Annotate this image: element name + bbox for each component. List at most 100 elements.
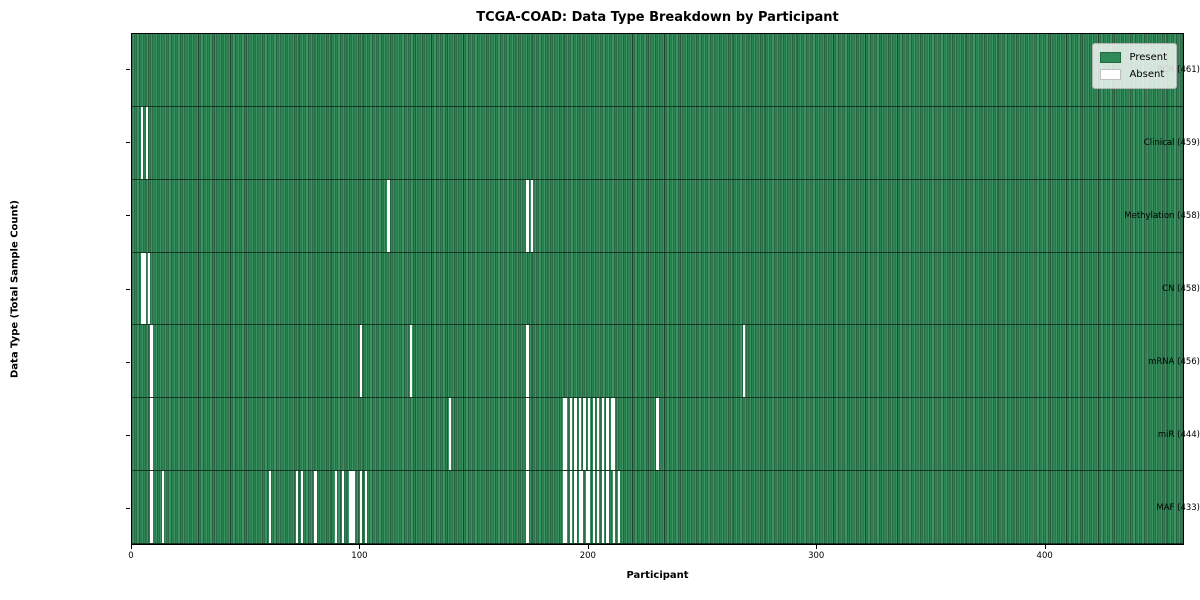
absent-mark-maf-206 [601, 471, 604, 544]
absent-mark-maf-97 [353, 471, 356, 544]
ytick-mark-clinical [126, 142, 130, 144]
absent-mark-maf-208 [606, 471, 609, 544]
x-axis-label: Participant [626, 570, 689, 581]
xtick-mark-400 [1044, 545, 1046, 549]
xtick-mark-100 [359, 545, 361, 549]
legend-label-present: Present [1129, 52, 1167, 63]
absent-mark-maf-202 [592, 471, 595, 544]
xtick-label-0: 0 [128, 551, 134, 561]
absent-mark-maf-95 [348, 471, 351, 544]
absent-mark-maf-196 [578, 471, 582, 544]
legend-item-absent: Absent [1100, 66, 1167, 83]
heatmap-row-clinical [132, 106, 1183, 180]
heatmap-row-bcr [132, 34, 1183, 107]
absent-mark-methylation-175 [530, 179, 534, 252]
ytick-mark-maf [126, 507, 130, 509]
xtick-mark-300 [816, 545, 818, 549]
heatmap-row-cn [132, 252, 1183, 326]
absent-mark-clinical-6 [145, 106, 148, 179]
heatmap-row-methylation [132, 179, 1183, 253]
absent-mark-methylation-173 [526, 179, 529, 252]
absent-mark-mir-192 [569, 398, 573, 471]
xtick-mark-200 [587, 545, 589, 549]
heatmap-row-mrna [132, 325, 1183, 399]
absent-mark-mrna-100 [359, 325, 363, 398]
absent-mark-cn-5 [143, 252, 146, 325]
absent-mark-maf-173 [526, 471, 529, 544]
absent-mark-mir-194 [574, 398, 577, 471]
xtick-label-300: 300 [808, 551, 825, 561]
legend-swatch-present [1100, 52, 1122, 63]
legend-swatch-absent [1100, 69, 1122, 80]
absent-mark-mrna-122 [410, 325, 413, 398]
absent-mark-mir-206 [601, 398, 604, 471]
ytick-label-methylation: Methylation (458) [1124, 210, 1200, 221]
absent-mark-mir-210 [610, 398, 614, 471]
heatmap-row-maf [132, 471, 1183, 545]
xtick-label-200: 200 [579, 551, 596, 561]
absent-mark-maf-197 [581, 471, 584, 544]
absent-mark-maf-200 [587, 471, 591, 544]
absent-mark-maf-89 [334, 471, 338, 544]
absent-mark-mrna-173 [526, 325, 529, 398]
legend: Present Absent [1092, 43, 1177, 89]
absent-mark-maf-60 [268, 471, 272, 544]
ytick-mark-bcr [126, 69, 130, 71]
ytick-mark-cn [126, 288, 130, 290]
absent-mark-maf-211 [613, 471, 616, 544]
ytick-label-bcr: BCR (461) [1156, 64, 1200, 75]
ytick-mark-methylation [126, 215, 130, 217]
absent-mark-maf-213 [617, 471, 620, 544]
ytick-label-clinical: Clinical (459) [1143, 137, 1200, 148]
absent-mark-mir-208 [606, 398, 609, 471]
absent-mark-mir-200 [587, 398, 591, 471]
absent-mark-maf-189 [562, 471, 566, 544]
absent-mark-cn-7 [147, 252, 151, 325]
absent-mark-maf-92 [341, 471, 345, 544]
absent-mark-cn-4 [141, 252, 144, 325]
absent-mark-mir-173 [526, 398, 529, 471]
absent-mark-mir-8 [150, 398, 153, 471]
absent-mark-mrna-8 [150, 325, 153, 398]
absent-mark-maf-74 [300, 471, 303, 544]
absent-mark-maf-13 [161, 471, 164, 544]
legend-item-present: Present [1100, 49, 1167, 66]
ytick-label-cn: CN (458) [1162, 284, 1200, 294]
ytick-mark-mrna [126, 361, 130, 363]
absent-mark-mir-190 [565, 398, 568, 471]
absent-mark-mir-211 [613, 398, 616, 471]
absent-mark-mir-196 [578, 398, 582, 471]
absent-mark-maf-192 [569, 471, 573, 544]
absent-mark-methylation-112 [387, 179, 390, 252]
ytick-mark-mir [126, 434, 130, 436]
absent-mark-maf-8 [150, 471, 153, 544]
xtick-label-100: 100 [351, 551, 368, 561]
xtick-label-400: 400 [1036, 551, 1053, 561]
ytick-label-mir: miR (444) [1157, 430, 1200, 441]
absent-mark-maf-199 [585, 471, 588, 544]
absent-mark-maf-80 [314, 471, 317, 544]
ytick-label-maf: MAF (433) [1156, 503, 1200, 514]
absent-mark-mir-189 [562, 398, 566, 471]
absent-mark-maf-96 [350, 471, 354, 544]
y-axis-label: Data Type (Total Sample Count) [9, 199, 21, 379]
xtick-mark-0 [131, 545, 132, 549]
absent-mark-mir-139 [448, 398, 452, 471]
absent-mark-maf-194 [574, 471, 577, 544]
absent-mark-clinical-4 [141, 106, 144, 179]
heatmap-row-mir [132, 398, 1183, 472]
absent-mark-maf-190 [565, 471, 568, 544]
absent-mark-maf-72 [296, 471, 299, 544]
heatmap-plot-area: Present Absent [131, 33, 1184, 545]
absent-mark-maf-102 [364, 471, 367, 544]
absent-mark-mir-202 [592, 398, 595, 471]
legend-label-absent: Absent [1129, 69, 1165, 80]
absent-mark-maf-100 [359, 471, 363, 544]
absent-mark-mir-230 [656, 398, 659, 471]
absent-mark-mir-204 [597, 398, 600, 471]
absent-mark-maf-204 [597, 471, 600, 544]
chart-title: TCGA-COAD: Data Type Breakdown by Partic… [476, 10, 839, 25]
ytick-label-mrna: mRNA (456) [1148, 357, 1200, 368]
absent-mark-mir-198 [583, 398, 586, 471]
